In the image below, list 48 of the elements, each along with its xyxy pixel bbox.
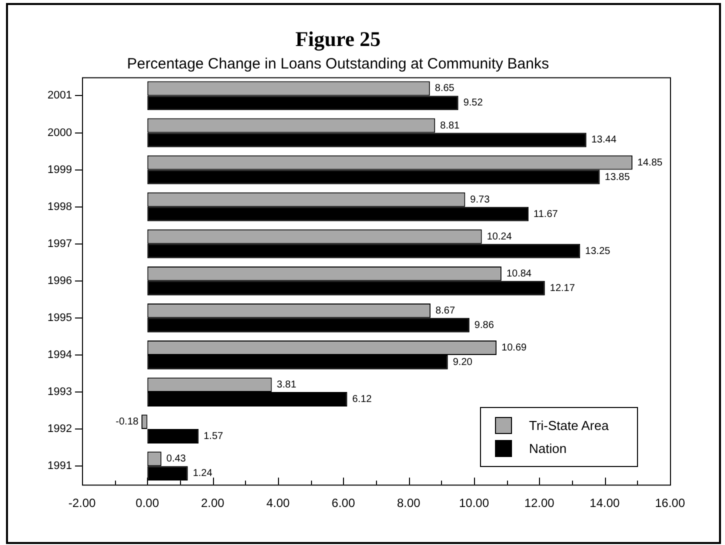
- x-tick-label: 0.00: [136, 496, 160, 510]
- y-tick-label: 1995: [48, 312, 72, 324]
- x-tick-label: -2.00: [68, 496, 96, 510]
- data-label: 10.69: [502, 342, 528, 354]
- x-tick-label: 14.00: [590, 496, 620, 510]
- data-label: 13.44: [591, 134, 617, 146]
- x-tick-label: 12.00: [524, 496, 555, 510]
- chart-title: Figure 25: [295, 27, 381, 52]
- y-tick-label: 1997: [48, 238, 72, 250]
- data-label: 10.84: [506, 268, 532, 280]
- data-label: 10.24: [486, 231, 512, 242]
- data-label: 6.12: [352, 394, 372, 405]
- chart-subtitle: Percentage Change in Loans Outstanding at Community Banks: [127, 55, 549, 72]
- x-tick-label: 10.00: [458, 496, 490, 510]
- data-label: 9.52: [463, 98, 484, 109]
- y-tick-label: 1991: [48, 460, 72, 472]
- x-tick-label: 16.00: [654, 496, 686, 510]
- x-tick-label: 6.00: [332, 496, 356, 510]
- data-label: 3.81: [276, 380, 297, 391]
- data-label: 1.24: [192, 468, 213, 480]
- data-label: -0.18: [116, 416, 139, 428]
- y-tick-label: 1999: [48, 164, 72, 176]
- y-tick-label: 2001: [48, 90, 72, 102]
- data-label: 9.20: [452, 356, 473, 368]
- data-label: 9.86: [474, 320, 494, 331]
- data-label: 1.57: [204, 431, 224, 442]
- legend-label: Nation: [529, 440, 567, 456]
- y-tick-label: 1992: [48, 423, 72, 436]
- data-label: 13.85: [604, 172, 630, 183]
- y-tick-label: 1993: [48, 386, 72, 398]
- data-label: 0.43: [166, 454, 186, 465]
- data-label: 8.81: [440, 120, 460, 132]
- x-tick-label: 2.00: [200, 496, 225, 510]
- x-tick-label: 8.00: [396, 496, 421, 510]
- y-tick-label: 1996: [48, 274, 72, 287]
- data-label: 8.65: [434, 83, 455, 94]
- bar: [147, 429, 199, 444]
- y-tick-label: 1998: [48, 200, 72, 213]
- y-tick-label: 1994: [48, 349, 72, 362]
- y-tick-label: 2000: [48, 126, 72, 139]
- legend-label: Tri-State Area: [529, 418, 609, 433]
- data-label: 12.17: [550, 282, 576, 294]
- data-label: 9.73: [470, 194, 490, 206]
- data-label: 14.85: [637, 157, 663, 168]
- data-label: 13.25: [585, 246, 611, 257]
- data-label: 8.67: [436, 305, 456, 316]
- x-tick-label: 4.00: [266, 496, 290, 510]
- data-label: 11.67: [534, 208, 558, 220]
